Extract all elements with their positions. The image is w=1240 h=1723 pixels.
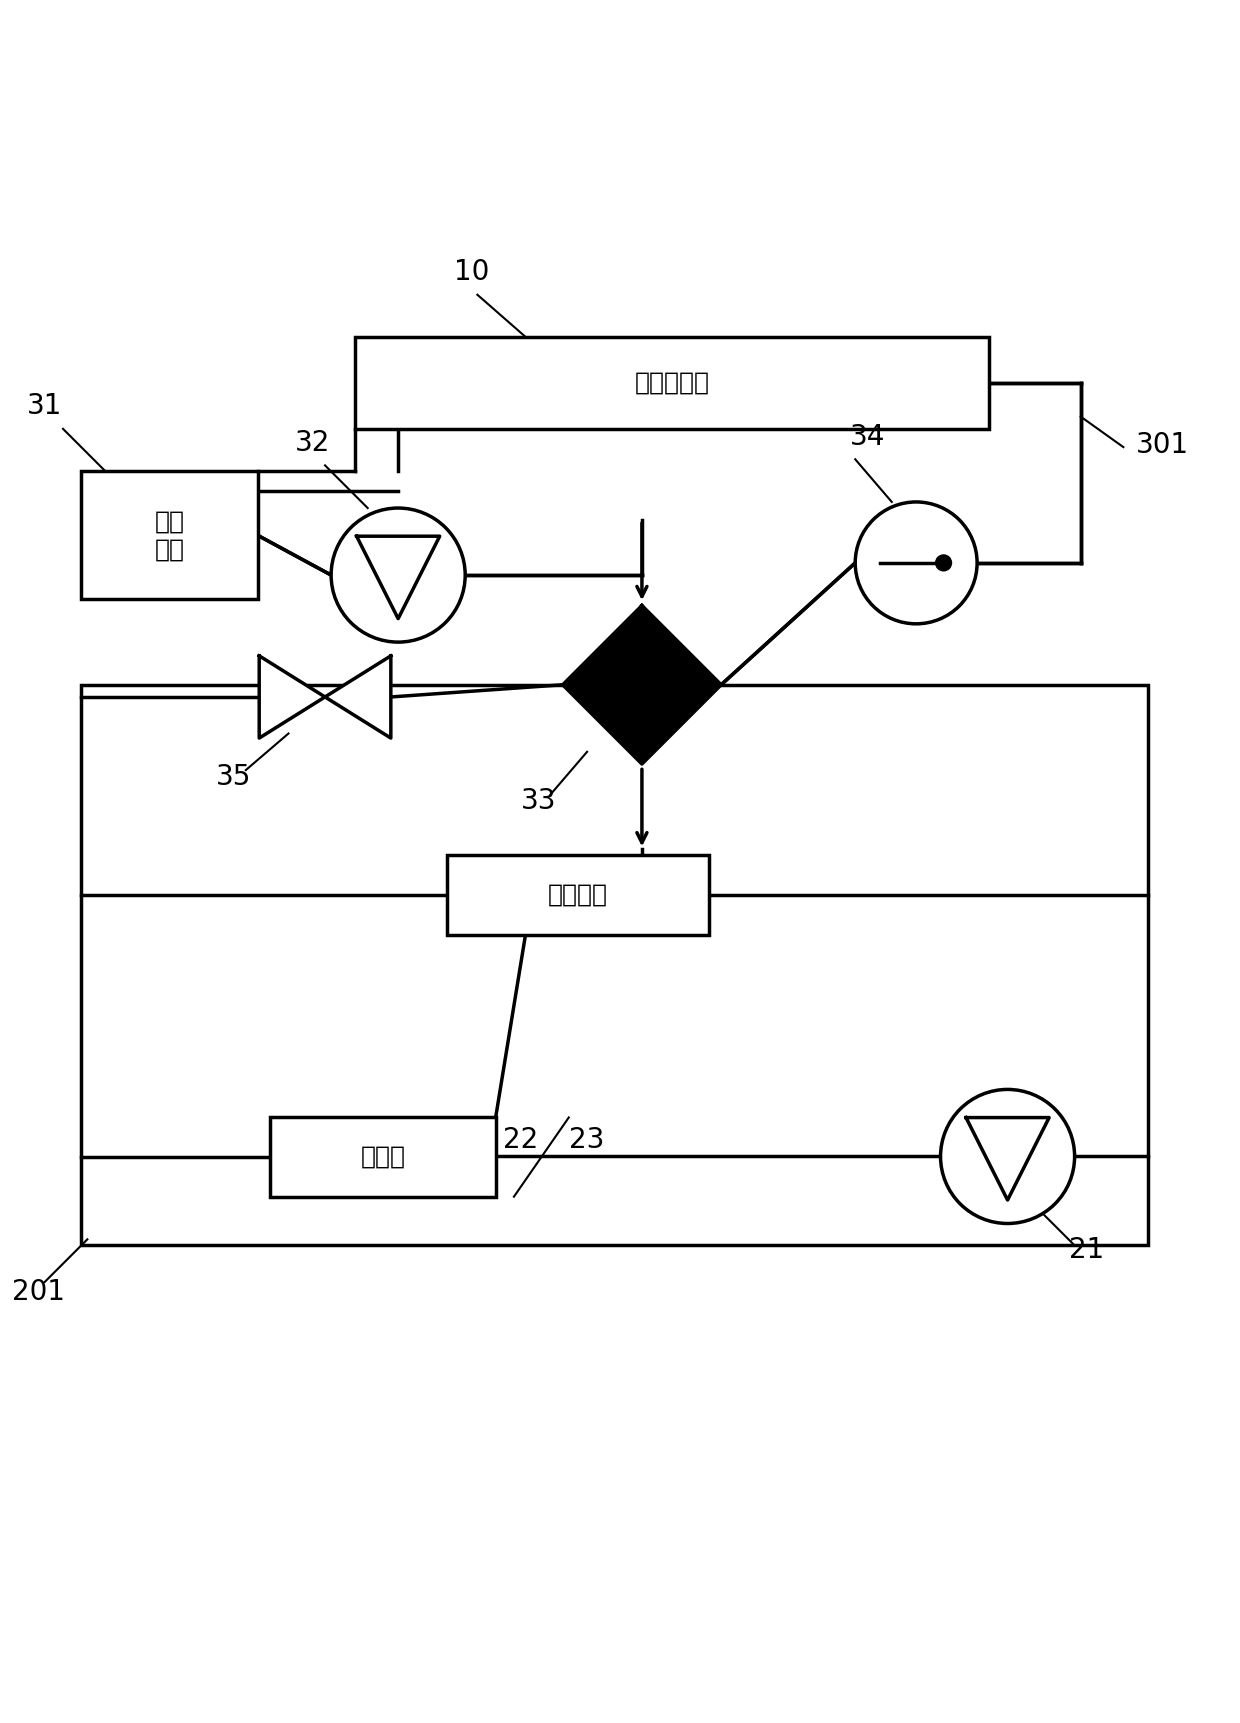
Text: 22: 22: [503, 1125, 538, 1154]
Text: 23: 23: [569, 1125, 604, 1154]
Text: 33: 33: [521, 787, 556, 815]
Circle shape: [936, 555, 951, 570]
Text: 动力电池组: 动力电池组: [635, 370, 709, 395]
Bar: [356, 338, 990, 429]
Bar: [270, 1118, 496, 1197]
Bar: [446, 855, 709, 934]
Text: 10: 10: [454, 258, 489, 286]
Circle shape: [856, 501, 977, 624]
Text: 膨胀
水筱: 膨胀 水筱: [155, 510, 185, 562]
Text: 35: 35: [216, 763, 252, 791]
Circle shape: [331, 508, 465, 643]
Text: 34: 34: [849, 422, 885, 451]
Text: 热交换器: 热交换器: [548, 882, 608, 906]
Text: 21: 21: [1069, 1235, 1105, 1263]
Circle shape: [940, 1089, 1075, 1223]
Text: 201: 201: [12, 1278, 66, 1306]
Polygon shape: [325, 656, 391, 737]
Polygon shape: [259, 656, 325, 737]
Text: 301: 301: [1136, 431, 1189, 460]
Text: 32: 32: [295, 429, 331, 457]
Polygon shape: [563, 605, 722, 763]
Bar: [82, 472, 258, 600]
Text: 冷凝器: 冷凝器: [361, 1146, 405, 1170]
Text: 31: 31: [27, 393, 62, 420]
Bar: [82, 684, 1148, 1246]
